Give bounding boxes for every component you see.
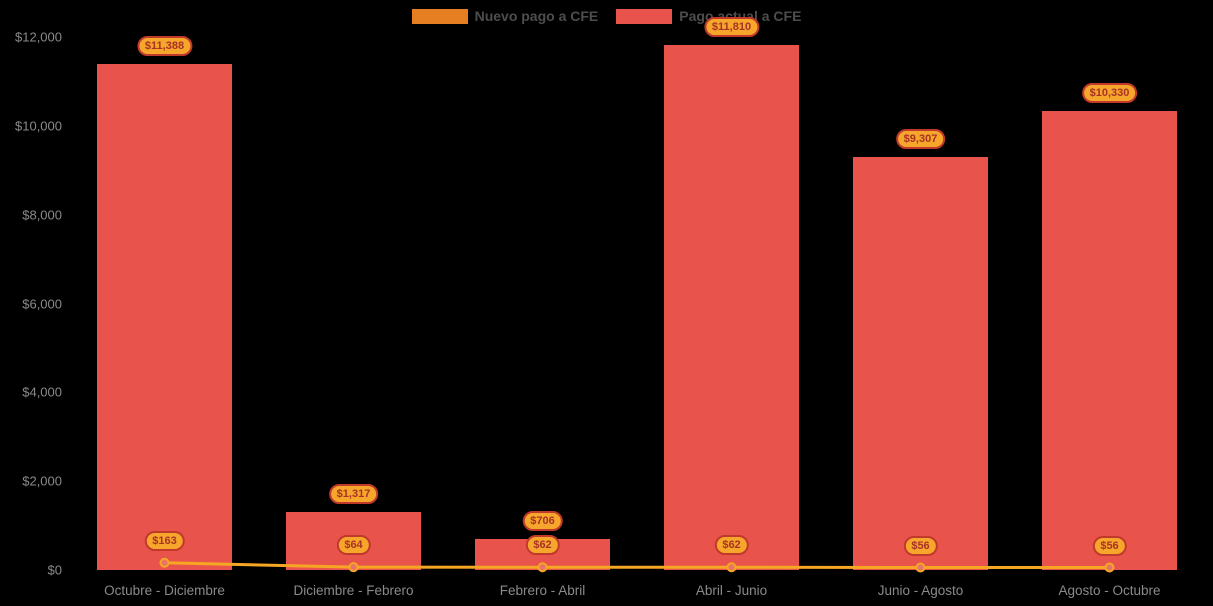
bar-value-badge: $11,810 bbox=[703, 17, 760, 38]
legend-swatch-nuevo-pago bbox=[411, 8, 468, 24]
bar-pago-actual-cfe[interactable] bbox=[664, 45, 799, 570]
bar-value-badge: $706 bbox=[522, 510, 563, 531]
x-axis-category-label: Octubre - Diciembre bbox=[104, 583, 225, 598]
bar-value-badge: $1,317 bbox=[328, 483, 379, 504]
bar-pago-actual-cfe[interactable] bbox=[1042, 111, 1177, 570]
legend-label-nuevo-pago: Nuevo pago a CFE bbox=[474, 8, 599, 24]
x-axis-category-label: Febrero - Abril bbox=[499, 583, 586, 598]
bar-pago-actual-cfe[interactable] bbox=[853, 156, 988, 570]
line-point[interactable] bbox=[1104, 562, 1115, 573]
legend-swatch-pago-actual bbox=[616, 8, 673, 24]
line-value-badge: $163 bbox=[144, 530, 185, 551]
y-axis-tick-label: $10,000 bbox=[15, 118, 62, 134]
line-value-badge: $62 bbox=[525, 535, 560, 556]
x-axis-category-label: Junio - Agosto bbox=[877, 583, 964, 598]
y-axis-tick-label: $6,000 bbox=[22, 296, 62, 311]
legend-item-nuevo-pago-a-cfe[interactable]: Nuevo pago a CFE bbox=[411, 8, 599, 24]
line-value-badge: $64 bbox=[336, 535, 371, 556]
x-axis-category-label: Diciembre - Febrero bbox=[293, 583, 414, 598]
y-axis-tick-label: $8,000 bbox=[22, 207, 62, 223]
line-value-badge: $56 bbox=[903, 535, 938, 556]
y-axis-tick-label: $0 bbox=[47, 562, 62, 578]
line-value-badge: $56 bbox=[1092, 535, 1127, 556]
x-axis-category-label: Agosto - Octubre bbox=[1058, 583, 1161, 598]
chart-legend: Nuevo pago a CFE Pago actual a CFE bbox=[0, 8, 1213, 24]
line-point[interactable] bbox=[537, 562, 548, 573]
line-point[interactable] bbox=[915, 562, 926, 573]
line-point[interactable] bbox=[159, 557, 170, 568]
bar-value-badge: $10,330 bbox=[1081, 83, 1138, 104]
line-point[interactable] bbox=[726, 562, 737, 573]
y-axis-tick-label: $4,000 bbox=[22, 384, 62, 400]
y-axis-tick-label: $2,000 bbox=[22, 473, 62, 489]
line-point[interactable] bbox=[348, 562, 359, 573]
bar-value-badge: $9,307 bbox=[895, 128, 946, 149]
line-value-badge: $62 bbox=[714, 535, 749, 556]
x-axis-category-label: Abril - Junio bbox=[695, 583, 768, 598]
bar-pago-actual-cfe[interactable] bbox=[97, 64, 232, 570]
y-axis-tick-label: $12,000 bbox=[15, 29, 62, 45]
bar-value-badge: $11,388 bbox=[136, 36, 193, 57]
